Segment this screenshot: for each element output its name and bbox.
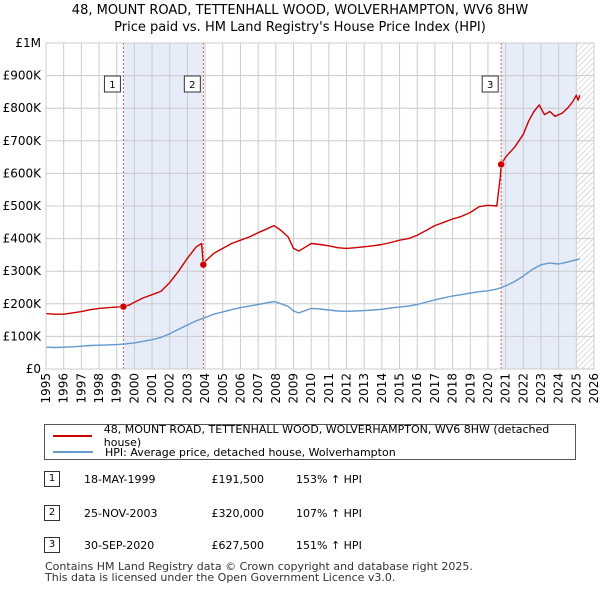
x-tick-label: 1996 [57,373,71,404]
sale-flag-1: 1 [103,75,121,93]
sale-point-3 [497,160,505,169]
x-tick-label: 2024 [552,373,566,404]
sale-flag-label: 1 [109,80,115,91]
sale-date: 25-NOV-2003 [84,507,158,520]
x-tick-label: 2013 [357,373,371,404]
y-tick-label: £0 [26,362,41,376]
sale-hpi-change: 107% ↑ HPI [296,507,362,520]
hpi-series-line [45,258,581,349]
legend-label-property: 48, MOUNT ROAD, TETTENHALL WOOD, WOLVERH… [103,423,550,449]
sale-number-badge: 2 [44,505,60,521]
legend-item-property: 48, MOUNT ROAD, TETTENHALL WOOD, WOLVERH… [53,423,575,449]
y-tick-label: £300K [3,264,43,278]
chart-title: 48, MOUNT ROAD, TETTENHALL WOOD, WOLVERH… [0,2,600,36]
x-tick-label: 2009 [286,373,300,404]
price-chart: 1 2 3 £0 £100K £200K £300K £400K £500K £600K £700K… [3,36,600,404]
x-tick-label: 2026 [587,373,600,404]
x-tick-label: 2010 [304,373,318,404]
x-tick-label: 2021 [499,373,513,404]
y-tick-label: £1M [15,36,41,50]
sale-hpi-change: 151% ↑ HPI [296,539,362,552]
sale-date: 30-SEP-2020 [84,539,155,552]
x-tick-label: 2014 [375,373,389,404]
y-tick-label: £100K [3,329,43,343]
sale-date: 18-MAY-1999 [84,473,156,486]
x-tick-label: 1997 [74,373,88,404]
sale-number-badge: 1 [44,471,60,487]
sale-row: 1 18-MAY-1999 £191,500 153% ↑ HPI [44,470,544,490]
sale-flag-3: 3 [481,75,499,93]
x-tick-label: 2025 [569,373,583,404]
sale-number-badge: 3 [44,537,60,553]
footer: Contains HM Land Registry data © Crown c… [45,561,473,583]
sale-price: £191,500 [211,473,265,486]
sale-flag-label: 2 [189,80,195,91]
x-tick-label: 2000 [127,373,141,404]
legend-swatch-property [53,435,92,437]
x-tick-label: 1995 [39,373,53,404]
sale-row: 2 25-NOV-2003 £320,000 107% ↑ HPI [44,504,544,524]
x-tick-label: 2002 [163,373,177,404]
x-tick-label: 2011 [322,373,336,404]
sale-hpi-change: 153% ↑ HPI [296,473,362,486]
x-tick-label: 2001 [145,373,159,404]
x-tick-label: 2022 [516,373,530,404]
sale-flag-box [481,75,499,93]
y-tick-label: £200K [3,297,43,311]
x-tick-label: 2015 [393,373,407,404]
x-tick-label: 2018 [446,373,460,404]
legend-swatch-hpi [53,451,93,453]
property-series-line [45,94,581,315]
x-tick-label: 2003 [180,373,194,404]
x-tick-label: 2016 [410,373,424,404]
legend-item-hpi: HPI: Average price, detached house, Wolv… [53,444,396,460]
sale-flag-box [103,75,121,93]
y-tick-label: £800K [3,101,43,115]
x-tick-label: 2012 [340,373,354,404]
plot-border [45,42,595,370]
x-tick-label: 2007 [251,373,265,404]
sale-point-2 [199,260,208,269]
chart-title-line-2: Price paid vs. HM Land Registry's House … [114,20,486,35]
y-tick-label: £400K [3,232,43,246]
sale-row: 3 30-SEP-2020 £627,500 151% ↑ HPI [44,536,544,556]
sale-flag-label: 3 [487,80,493,91]
x-tick-label: 2020 [481,373,495,404]
footer-line-1: Contains HM Land Registry data © Crown c… [45,560,473,573]
x-tick-label: 1998 [92,373,106,404]
chart-title-line-1: 48, MOUNT ROAD, TETTENHALL WOOD, WOLVERH… [71,3,529,18]
legend: 48, MOUNT ROAD, TETTENHALL WOOD, WOLVERH… [44,423,576,460]
sale-price: £320,000 [211,507,265,520]
sale-flag-box [183,75,201,93]
y-tick-label: £700K [3,134,43,148]
legend-label-hpi: HPI: Average price, detached house, Wolv… [105,445,396,459]
x-tick-label: 2017 [428,373,442,404]
y-tick-label: £900K [3,69,43,83]
x-tick-label: 2004 [198,373,212,404]
y-tick-label: £600K [3,166,43,180]
y-tick-label: £500K [3,199,43,213]
sale-price: £627,500 [211,539,265,552]
footer-line-2: This data is licensed under the Open Gov… [45,571,396,584]
x-tick-label: 2019 [463,373,477,404]
x-tick-label: 1999 [110,373,124,404]
x-tick-label: 2006 [233,373,247,404]
x-tick-label: 2023 [534,373,548,404]
x-tick-label: 2008 [269,373,283,404]
x-tick-label: 2005 [216,373,230,404]
sale-point-1 [119,302,128,311]
sale-flag-2: 2 [183,75,201,93]
